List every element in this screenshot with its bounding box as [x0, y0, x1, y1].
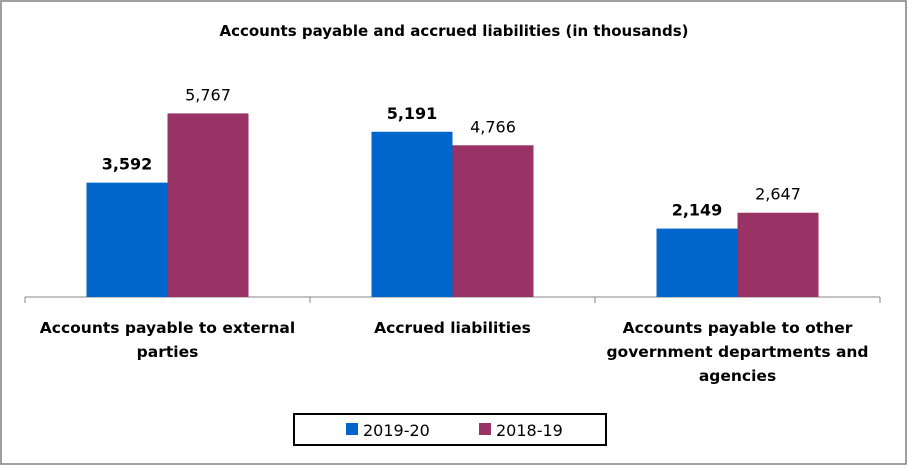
category-label: Accrued liabilities: [374, 319, 531, 337]
legend-swatch: [479, 423, 491, 435]
bar: [371, 131, 453, 297]
data-label: 4,766: [470, 117, 516, 136]
bar: [656, 228, 738, 297]
category-label: Accounts payable to other: [623, 319, 853, 337]
data-label: 2,647: [755, 185, 801, 204]
category-label: government departments and: [606, 343, 868, 361]
category-label: agencies: [699, 367, 776, 385]
legend-label: 2018-19: [496, 421, 563, 440]
legend-swatch: [346, 423, 358, 435]
legend: 2019-20 2018-19: [293, 413, 607, 446]
bar: [452, 145, 534, 297]
category-label: parties: [137, 343, 199, 361]
data-label: 5,191: [387, 104, 438, 123]
bar: [86, 182, 168, 297]
data-label: 5,767: [185, 85, 231, 104]
chart-title: Accounts payable and accrued liabilities…: [219, 22, 688, 40]
bar: [737, 212, 819, 297]
category-label: Accounts payable to external: [40, 319, 295, 337]
legend-label: 2019-20: [363, 421, 430, 440]
data-label: 2,149: [672, 201, 723, 220]
data-label: 3,592: [102, 155, 153, 174]
bar: [167, 113, 249, 297]
